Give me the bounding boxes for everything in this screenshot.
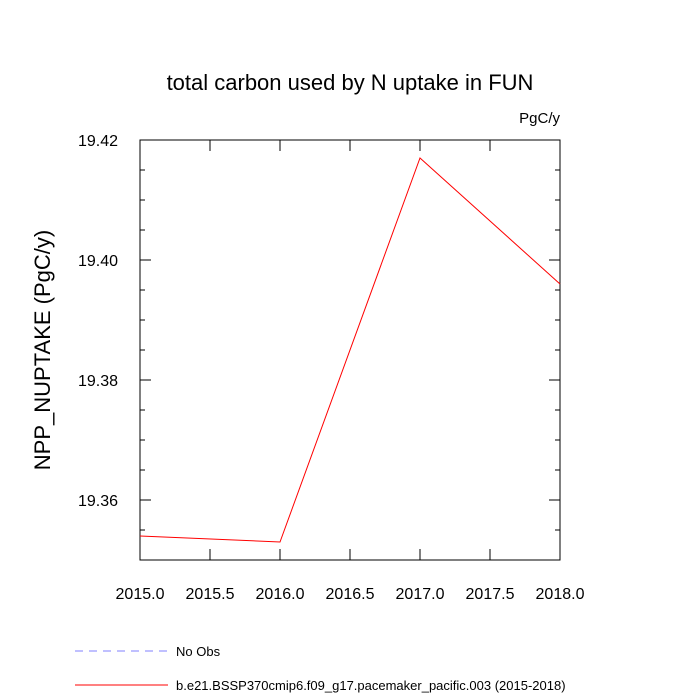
units-label: PgC/y: [519, 110, 560, 127]
chart-title: total carbon used by N uptake in FUN: [167, 70, 534, 95]
legend-label: b.e21.BSSP370cmip6.f09_g17.pacemaker_pac…: [176, 678, 566, 693]
legend: No Obs b.e21.BSSP370cmip6.f09_g17.pacemak…: [75, 644, 566, 693]
axis-ticks: [139, 139, 561, 561]
x-tick-label: 2016.0: [256, 586, 305, 603]
x-tick-label: 2015.5: [186, 586, 235, 603]
y-tick-label: 19.40: [78, 253, 118, 270]
x-tick-label: 2015.0: [116, 586, 165, 603]
tick-labels: 2015.0 2015.5 2016.0 2016.5 2017.0 2017.5 2018…: [78, 133, 585, 603]
y-tick-label: 19.36: [78, 493, 118, 510]
x-tick-label: 2016.5: [326, 586, 375, 603]
x-tick-label: 2017.5: [466, 586, 515, 603]
x-tick-label: 2018.0: [536, 586, 585, 603]
legend-label: No Obs: [176, 644, 221, 659]
y-tick-label: 19.38: [78, 373, 118, 390]
y-axis-label: NPP_NUPTAKE (PgC/y): [30, 230, 55, 470]
y-tick-label: 19.42: [78, 133, 118, 150]
x-tick-label: 2017.0: [396, 586, 445, 603]
series-layer: [139, 157, 561, 543]
series-line: [139, 157, 561, 543]
